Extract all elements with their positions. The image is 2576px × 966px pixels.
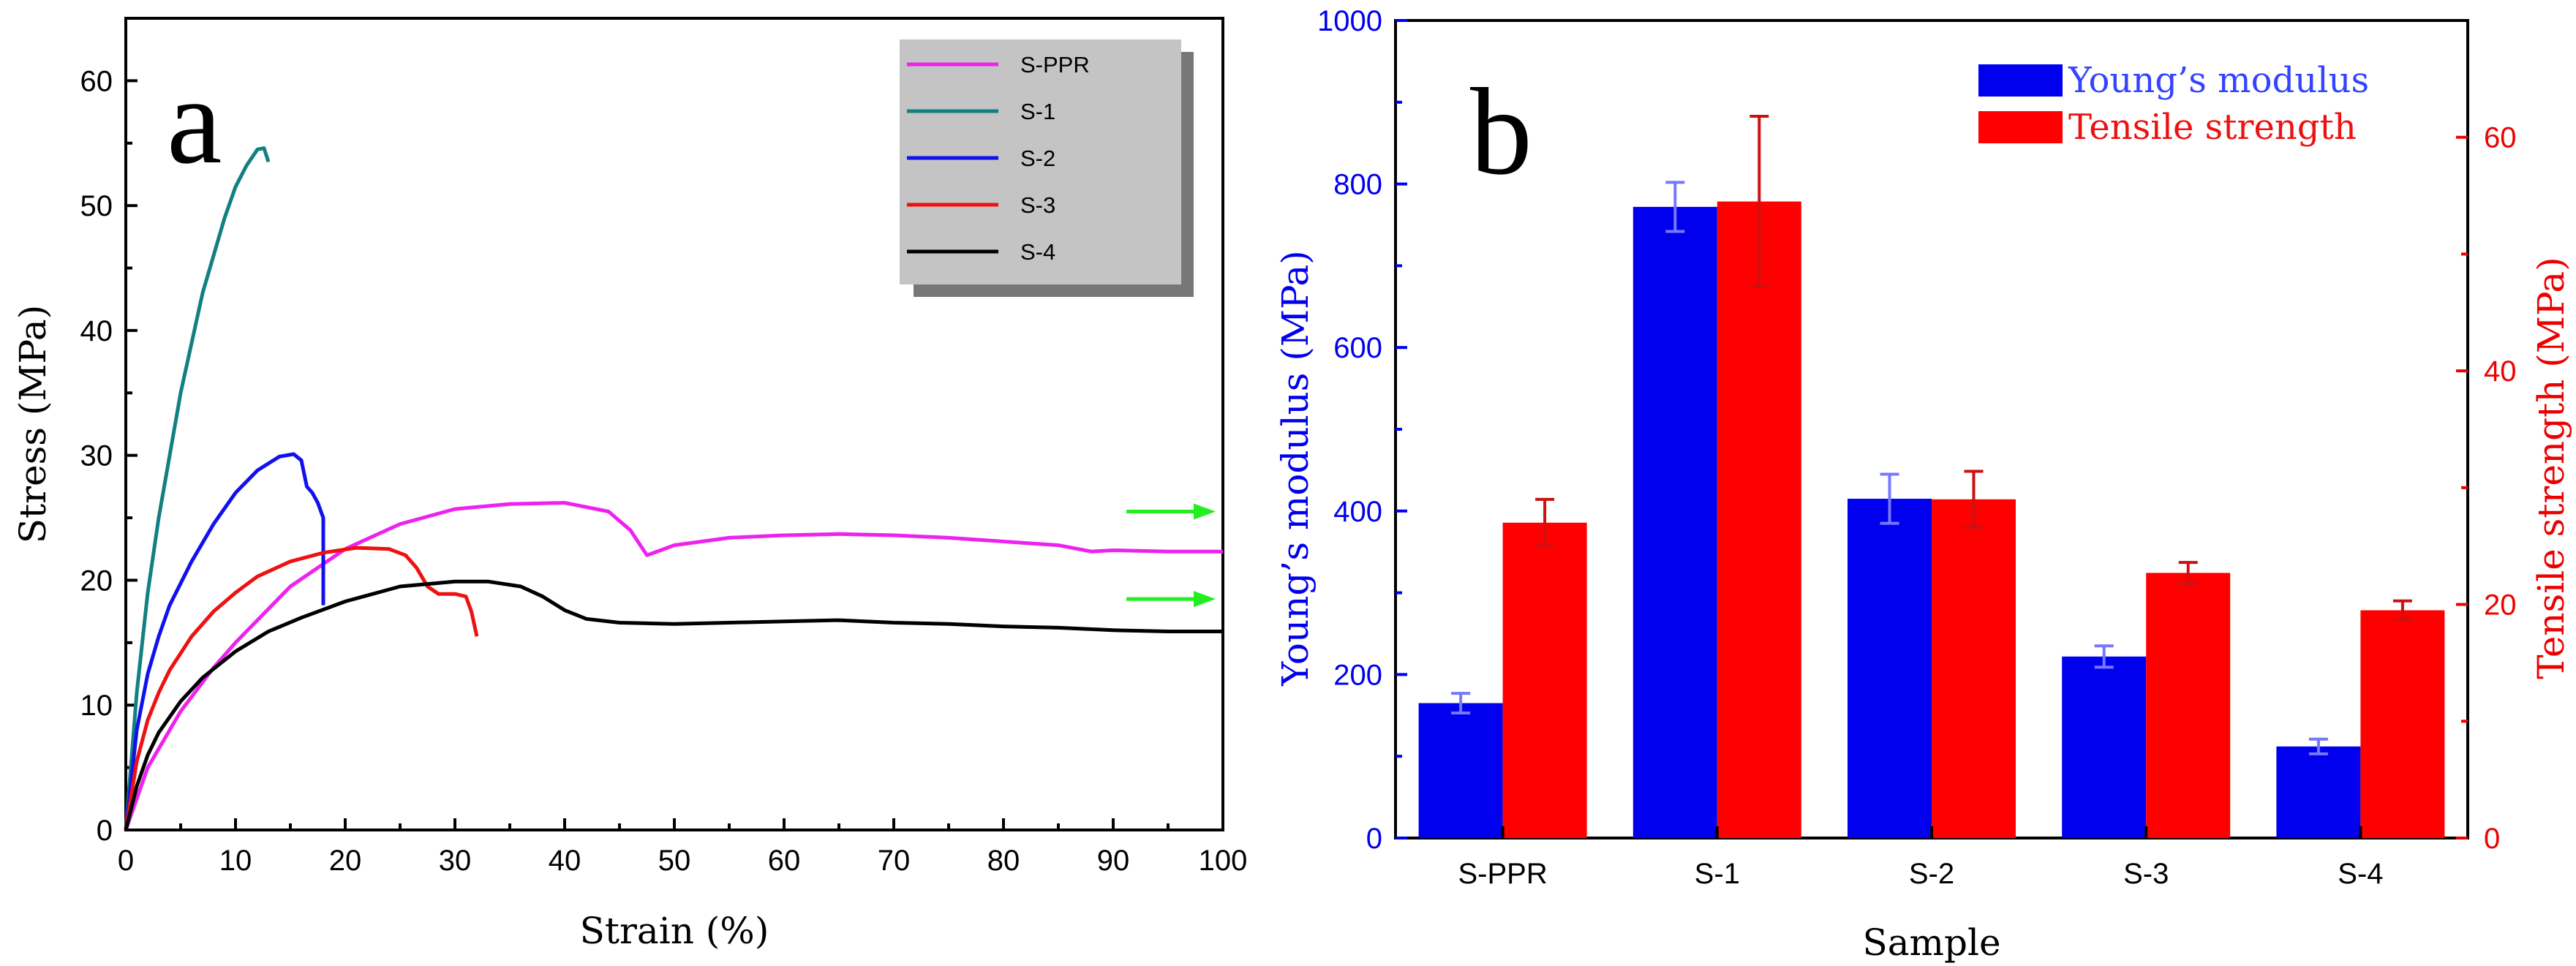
y-tick-label-60: 60 [80, 65, 113, 97]
panel-a-xlabel: Strain (%) [580, 910, 769, 952]
panel-a-label: a [167, 52, 222, 189]
x-tick-label-s-4: S-4 [2338, 858, 2383, 890]
series-line-s-2 [124, 452, 325, 831]
bar-s-4-strength [2360, 610, 2445, 838]
panel-b-xlabel: Sample [1862, 921, 2000, 964]
x-tick-label-0: 0 [118, 845, 134, 877]
x-tick-label-10: 10 [219, 845, 252, 877]
bar-s-ppr-strength [1502, 522, 1587, 838]
panel-b-label: b [1470, 63, 1532, 200]
panel-a-stress-strain-chart: 0 10 20 30 40 50 60 70 80 90 100 0 10 20 30 40 50 60 S-PP… [12, 17, 1248, 952]
panel-b-ylabel-left: Young’s modulus (MPa) [1274, 250, 1317, 687]
arrow-head-2 [1194, 591, 1216, 608]
legend-label-modulus: Young’s modulus [2068, 60, 2369, 101]
y-tick-label-30: 30 [80, 440, 113, 472]
series-line-s-ppr [124, 501, 1223, 831]
right-tick-label-0: 0 [2484, 823, 2500, 855]
legend-label-s-3: S-3 [1020, 192, 1055, 218]
x-tick-label-s-ppr: S-PPR [1458, 858, 1547, 890]
legend-label-s-1: S-1 [1020, 99, 1055, 124]
left-tick-label-400: 400 [1333, 496, 1382, 528]
bar-s-2-modulus [1848, 499, 1932, 838]
panel-b-legend: Young’s modulus Tensile strength [1978, 60, 2369, 148]
legend-label-s-2: S-2 [1020, 146, 1055, 171]
x-tick-label-s-3: S-3 [2123, 858, 2169, 890]
x-tick-label-20: 20 [329, 845, 362, 877]
x-tick-label-s-2: S-2 [1909, 858, 1954, 890]
left-tick-label-0: 0 [1366, 823, 1382, 855]
series-line-s-4 [124, 579, 1223, 831]
series-line-s-1 [124, 146, 271, 831]
bar-s-3-strength [2146, 573, 2231, 838]
panel-a-ylabel: Stress (MPa) [12, 305, 54, 543]
bar-s-ppr-modulus [1418, 703, 1503, 838]
arrow-head-1 [1194, 503, 1216, 520]
x-tick-label-40: 40 [549, 845, 581, 877]
legend-swatch-strength [1978, 111, 2063, 143]
left-tick-label-1000: 1000 [1317, 5, 1382, 37]
y-tick-label-40: 40 [80, 315, 113, 347]
bar-s-4-modulus [2276, 746, 2361, 838]
y-tick-label-50: 50 [80, 190, 113, 222]
x-tick-label-100: 100 [1199, 845, 1248, 877]
right-tick-label-20: 20 [2484, 589, 2517, 622]
y-tick-label-20: 20 [80, 565, 113, 597]
x-tick-label-90: 90 [1097, 845, 1130, 877]
legend-box [900, 39, 1181, 284]
x-tick-label-60: 60 [768, 845, 801, 877]
x-tick-label-s-1: S-1 [1695, 858, 1740, 890]
y-tick-label-0: 0 [97, 815, 113, 847]
right-tick-label-40: 40 [2484, 355, 2517, 388]
bar-s-3-modulus [2062, 656, 2147, 838]
bar-s-1-strength [1717, 201, 1801, 838]
panel-b-ylabel-right: Tensile strength (MPa) [2530, 257, 2572, 679]
y-tick-label-10: 10 [80, 690, 113, 722]
legend-label-s-4: S-4 [1020, 239, 1055, 265]
x-tick-label-50: 50 [658, 845, 691, 877]
left-tick-label-800: 800 [1333, 169, 1382, 201]
bar-s-1-modulus [1632, 206, 1717, 838]
panel-a-axis-ticks: 0 10 20 30 40 50 60 70 80 90 100 0 10 20 30 40 50 60 [80, 65, 1248, 877]
x-tick-label-30: 30 [439, 845, 472, 877]
panel-b-bar-chart: 0 200 400 600 800 1000 0 20 40 60 S-PPR S-1 S-2 S-3 S-… [1274, 5, 2572, 964]
series-line-s-3 [124, 546, 479, 831]
left-tick-label-600: 600 [1333, 332, 1382, 364]
legend-swatch-modulus [1978, 64, 2063, 97]
panel-b-axis-ticks: 0 200 400 600 800 1000 0 20 40 60 S-PPR S-1 S-2 S-3 S-… [1317, 5, 2516, 890]
panel-b-bars [1418, 114, 2445, 838]
panel-a-green-arrows [1126, 503, 1216, 608]
legend-label-strength: Tensile strength [2068, 107, 2357, 148]
x-tick-label-70: 70 [878, 845, 911, 877]
bar-s-2-strength [1932, 499, 2016, 838]
right-tick-label-60: 60 [2484, 122, 2517, 154]
panel-a-legend: S-PPR S-1 S-2 S-3 S-4 [900, 39, 1194, 297]
legend-label-s-ppr: S-PPR [1020, 52, 1090, 78]
x-tick-label-80: 80 [987, 845, 1020, 877]
panel-a-series-lines [124, 146, 1223, 831]
left-tick-label-200: 200 [1333, 659, 1382, 691]
